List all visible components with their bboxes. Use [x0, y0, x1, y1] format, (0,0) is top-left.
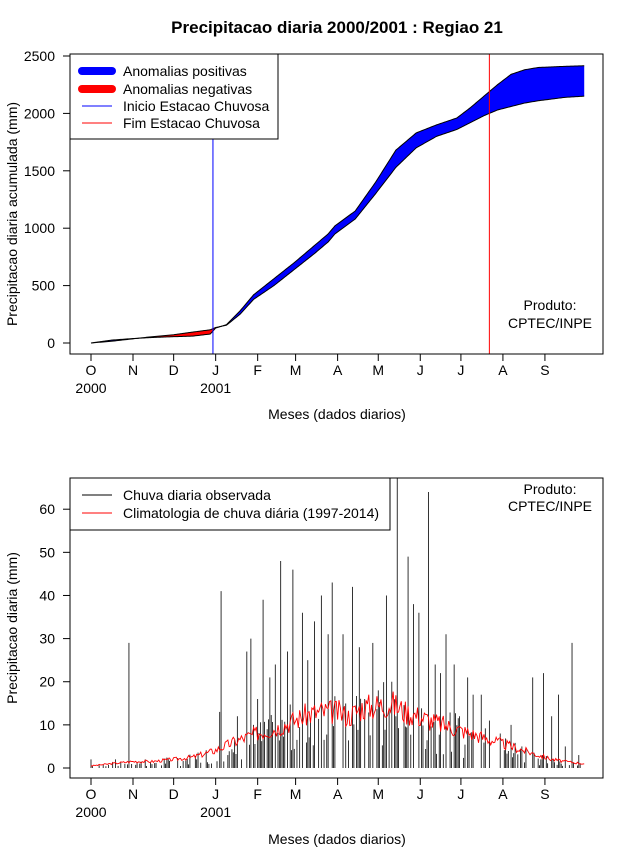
legend-climatology-label: Climatologia de chuva diária (1997-2014) [123, 505, 379, 521]
climatology-daily-line [90, 691, 585, 767]
top-x-axis-label: Meses (dados diarios) [268, 406, 406, 422]
x-tick-label: D [169, 786, 179, 802]
negative-anomaly-area [138, 326, 222, 339]
bottom-x-axis-label: Meses (dados diarios) [268, 831, 406, 847]
bottom-x-axis: O N D J F M A M J J A S 2000 2001 [75, 778, 550, 820]
x-tick-label: J [212, 786, 219, 802]
top-legend: Anomalias positivas Anomalias negativas … [69, 53, 279, 140]
x-tick-label: N [128, 362, 138, 378]
x-tick-label: A [333, 362, 343, 378]
x-tick-label: F [253, 362, 262, 378]
x-tick-label: J [417, 786, 424, 802]
bottom-legend: Chuva diaria observada Climatologia de c… [69, 477, 391, 531]
y-tick-label: 30 [39, 631, 55, 647]
y-tick-label: 0 [47, 760, 55, 776]
top-x-axis: O N D J F M A M J J A S 2000 2001 [75, 354, 550, 396]
y-tick-label: 60 [39, 501, 55, 517]
positive-anomaly-area [221, 65, 585, 327]
top-y-axis-label: Precipitacao diaria acumulada (mm) [4, 102, 20, 326]
bottom-y-axis-label: Precipitacao diaria (mm) [4, 552, 20, 704]
x-tick-label: A [498, 786, 508, 802]
daily-series [90, 478, 585, 768]
x-tick-label: M [290, 362, 302, 378]
x-year-label: 2000 [75, 380, 106, 396]
climatology-accumulated-line [90, 95, 585, 344]
legend-positive-label: Anomalias positivas [123, 63, 247, 79]
legend-negative-label: Anomalias negativas [123, 81, 252, 97]
x-tick-label: S [540, 786, 549, 802]
x-tick-label: A [498, 362, 508, 378]
bottom-legend-box [69, 477, 391, 531]
observed-accumulated-line [90, 65, 585, 344]
x-year-label: 2001 [200, 804, 231, 820]
top-y-axis: 0 500 1000 1500 2000 2500 [24, 48, 70, 351]
legend-season-end-label: Fim Estacao Chuvosa [123, 115, 260, 131]
x-tick-label: A [333, 786, 343, 802]
x-tick-label: O [86, 786, 97, 802]
x-tick-label: J [212, 362, 219, 378]
daily-precip-chart: 0 10 20 30 40 50 60 O N D J F M A M J J A S 2000 2001 Preci… [4, 477, 604, 847]
x-year-label: 2001 [200, 380, 231, 396]
x-tick-label: O [86, 362, 97, 378]
x-tick-label: J [457, 786, 464, 802]
top-annotation-line2: CPTEC/INPE [508, 315, 592, 331]
y-tick-label: 1500 [24, 163, 55, 179]
accumulated-precip-chart: Precipitacao diaria 2000/2001 : Regiao 2… [4, 18, 604, 422]
x-tick-label: S [540, 362, 549, 378]
y-tick-label: 40 [39, 587, 55, 603]
chart-title: Precipitacao diaria 2000/2001 : Regiao 2… [171, 18, 503, 37]
y-tick-label: 2500 [24, 48, 55, 64]
x-tick-label: J [417, 362, 424, 378]
y-tick-label: 10 [39, 717, 55, 733]
x-year-label: 2000 [75, 804, 106, 820]
x-tick-label: N [128, 786, 138, 802]
y-tick-label: 20 [39, 674, 55, 690]
legend-observed-label: Chuva diaria observada [123, 487, 271, 503]
y-tick-label: 500 [32, 278, 56, 294]
top-annotation-line1: Produto: [524, 297, 577, 313]
bottom-y-axis: 0 10 20 30 40 50 60 [39, 501, 70, 776]
x-tick-label: M [372, 786, 384, 802]
y-tick-label: 0 [47, 335, 55, 351]
x-tick-label: M [290, 786, 302, 802]
x-tick-label: D [169, 362, 179, 378]
legend-season-start-label: Inicio Estacao Chuvosa [123, 98, 270, 114]
y-tick-label: 2000 [24, 105, 55, 121]
top-plot-frame [69, 53, 604, 355]
accumulated-series [90, 54, 585, 354]
x-tick-label: J [457, 362, 464, 378]
bottom-annotation-line2: CPTEC/INPE [508, 498, 592, 514]
x-tick-label: F [253, 786, 262, 802]
y-tick-label: 50 [39, 544, 55, 560]
bottom-annotation-line1: Produto: [524, 481, 577, 497]
y-tick-label: 1000 [24, 220, 55, 236]
x-tick-label: M [372, 362, 384, 378]
